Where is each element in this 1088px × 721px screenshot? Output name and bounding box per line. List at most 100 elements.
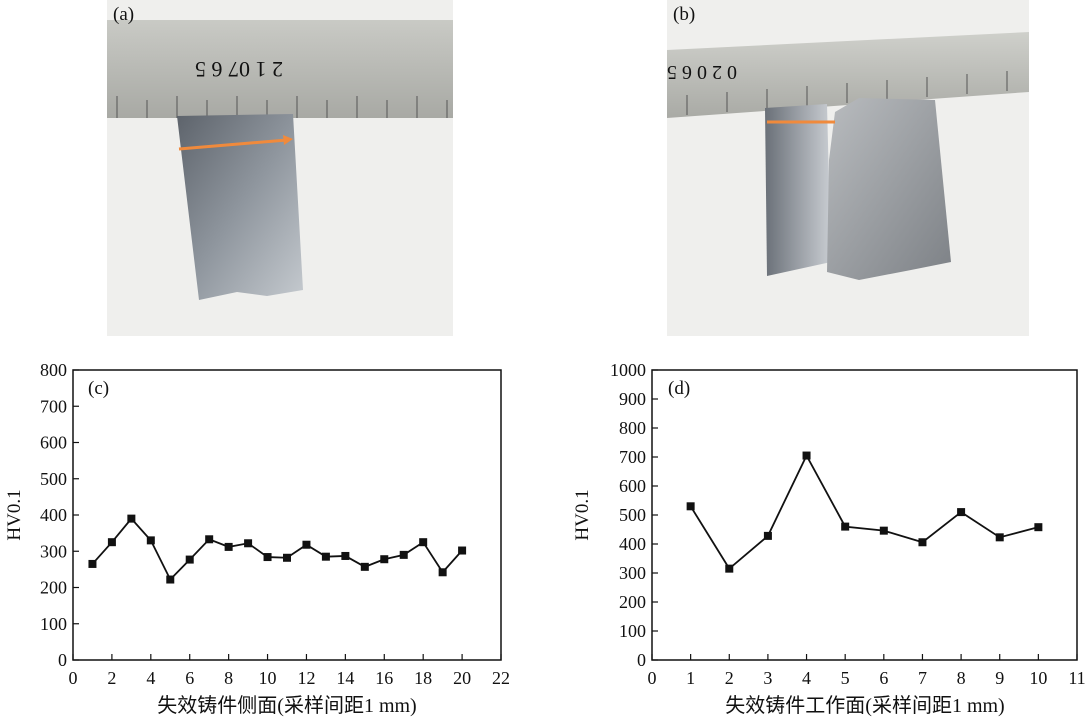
c-data-point — [224, 542, 233, 551]
c-y-tick-label: 600 — [40, 433, 67, 453]
chart-c-y-axis-label: HV0.1 — [4, 489, 25, 540]
d-data-point — [763, 531, 772, 540]
c-y-tick-label: 400 — [40, 505, 67, 525]
chart-c-axes — [72, 369, 502, 661]
photo-a: 2 1 07 6 5 (a) — [107, 0, 453, 336]
d-data-point — [841, 522, 850, 531]
c-x-tick-label: 20 — [453, 668, 471, 688]
c-data-point — [341, 551, 350, 560]
c-data-point — [399, 550, 408, 559]
d-x-tick-label: 3 — [763, 668, 772, 688]
d-y-tick-label: 500 — [619, 505, 646, 525]
d-data-point — [918, 538, 927, 547]
c-x-tick-label: 4 — [146, 668, 155, 688]
specimen-fracture-half — [827, 98, 951, 280]
d-x-tick-label: 4 — [802, 668, 811, 688]
c-x-tick-label: 12 — [297, 668, 315, 688]
d-y-tick-label: 900 — [619, 389, 646, 409]
chart-c-x-axis-label: 失效铸件侧面(采样间距1 mm) — [157, 694, 416, 717]
d-x-tick-label: 2 — [725, 668, 734, 688]
c-data-point — [283, 553, 291, 562]
c-data-point — [321, 552, 330, 561]
c-data-point — [166, 575, 175, 584]
d-y-tick-label: 100 — [619, 621, 646, 641]
chart-d-panel-label: (d) — [668, 378, 690, 399]
c-x-tick-label: 18 — [414, 668, 432, 688]
d-y-tick-label: 0 — [637, 650, 646, 670]
c-y-tick-label: 300 — [40, 541, 67, 561]
specimen-left-half — [765, 104, 831, 276]
photo-b: 0 2 0 6 5 (b) — [667, 0, 1029, 336]
c-data-point — [88, 559, 97, 568]
d-x-tick-label: 1 — [686, 668, 695, 688]
chart-d-y-axis-label: HV0.1 — [572, 489, 593, 540]
d-y-tick-label: 200 — [619, 592, 646, 612]
ruler — [667, 32, 1029, 118]
d-data-point — [686, 502, 695, 511]
d-series-line — [689, 453, 1039, 571]
hardness-chart-working-face: 0 100 200 300 400 500 600 700 800 900 1000 0 1 2 3 4 5 6… — [572, 360, 1086, 717]
c-data-point — [127, 514, 136, 523]
d-x-tick-label: 9 — [995, 668, 1004, 688]
c-data-point — [107, 538, 116, 547]
ruler-markings: 0 2 0 6 5 — [667, 61, 737, 83]
c-data-point — [360, 562, 369, 571]
c-data-point — [380, 555, 389, 564]
d-data-point — [725, 564, 734, 573]
d-x-tick-label: 11 — [1068, 668, 1085, 688]
chart-d-plot-frame — [651, 369, 1078, 661]
c-x-tick-label: 16 — [375, 668, 393, 688]
c-y-tick-label: 200 — [40, 578, 67, 598]
d-x-tick-label: 0 — [648, 668, 657, 688]
d-data-point — [995, 533, 1004, 542]
d-x-tick-label: 6 — [879, 668, 888, 688]
hardness-chart-side: 0 100 200 300 400 500 600 700 800 0 2 4 6 8 10 12 14 16 1… — [4, 360, 510, 717]
d-data-point — [1034, 523, 1043, 532]
d-y-tick-label: 300 — [619, 563, 646, 583]
d-y-tick-label: 800 — [619, 418, 646, 438]
chart-d-x-axis-label: 失效铸件工作面(采样间距1 mm) — [725, 694, 1004, 717]
d-data-point — [957, 508, 966, 517]
chart-d-axes — [651, 369, 1078, 661]
c-data-point — [419, 538, 428, 547]
c-data-point — [438, 568, 447, 577]
d-x-tick-label: 7 — [918, 668, 927, 688]
c-x-tick-label: 14 — [336, 668, 354, 688]
c-x-tick-label: 10 — [259, 668, 277, 688]
ruler — [107, 20, 453, 118]
c-x-tick-label: 8 — [224, 668, 233, 688]
d-x-tick-label: 8 — [957, 668, 966, 688]
c-data-point — [185, 555, 194, 564]
d-x-tick-label: 10 — [1029, 668, 1047, 688]
c-y-tick-label: 800 — [40, 360, 67, 380]
c-y-tick-label: 700 — [40, 396, 67, 416]
ruler-markings: 2 1 07 6 5 — [195, 57, 283, 82]
photo-b-illustration: 0 2 0 6 5 — [667, 0, 1029, 336]
c-y-tick-label: 100 — [40, 614, 67, 634]
d-y-tick-label: 600 — [619, 476, 646, 496]
d-y-tick-label: 1000 — [610, 360, 646, 380]
c-data-point — [263, 553, 272, 562]
d-x-tick-label: 5 — [841, 668, 850, 688]
c-series-line — [91, 517, 463, 582]
panel-label-a: (a) — [113, 4, 135, 25]
c-data-point — [205, 535, 214, 544]
c-data-point — [458, 546, 467, 555]
c-data-point — [302, 540, 311, 549]
c-y-tick-label: 0 — [58, 650, 67, 670]
specimen — [177, 114, 303, 300]
chart-c-panel-label: (c) — [88, 378, 109, 399]
d-y-tick-label: 700 — [619, 447, 646, 467]
d-data-point — [879, 526, 888, 535]
d-data-point — [802, 451, 811, 460]
panel-label-b: (b) — [673, 4, 696, 25]
c-y-tick-label: 500 — [40, 469, 67, 489]
photo-a-illustration: 2 1 07 6 5 — [107, 0, 453, 336]
c-x-tick-label: 0 — [69, 668, 78, 688]
c-x-tick-label: 22 — [492, 668, 510, 688]
c-x-tick-label: 6 — [185, 668, 194, 688]
arrow-head-icon — [283, 135, 293, 145]
c-data-point — [244, 539, 253, 548]
d-y-tick-label: 400 — [619, 534, 646, 554]
c-data-point — [146, 536, 155, 545]
